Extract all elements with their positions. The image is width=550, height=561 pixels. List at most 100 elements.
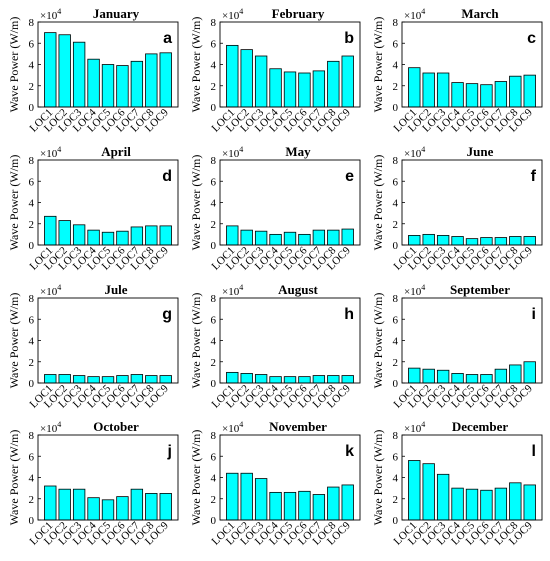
bar-loc8 <box>509 364 522 384</box>
y-tick-label: 6 <box>211 38 217 50</box>
bar-loc5 <box>283 71 297 108</box>
y-tick-label: 8 <box>393 155 399 167</box>
bar-loc1 <box>226 225 239 246</box>
bar-loc5 <box>465 488 479 521</box>
bar-loc9 <box>159 52 172 108</box>
y-scale-label: ×104 <box>40 7 61 22</box>
bar-loc1 <box>408 460 421 521</box>
bar-loc8 <box>145 375 158 384</box>
bar-loc9 <box>159 225 172 246</box>
bar-loc6 <box>298 72 311 108</box>
y-scale-label: ×104 <box>222 145 243 160</box>
bar-loc1 <box>44 374 57 384</box>
bar-loc9 <box>523 236 536 246</box>
bar-loc2 <box>422 368 435 384</box>
y-tick-label: 6 <box>29 451 35 463</box>
y-tick-label: 0 <box>393 102 399 114</box>
bar-loc4 <box>269 233 282 246</box>
y-scale-label: ×104 <box>40 420 61 435</box>
bar-loc6 <box>116 230 129 246</box>
y-tick-label: 0 <box>393 515 399 527</box>
panel-november: LOC1LOC2LOC3LOC4LOC5LOC6LOC7LOC8LOC90246… <box>189 419 361 548</box>
bar-loc7 <box>130 60 144 108</box>
bar-loc8 <box>327 375 340 384</box>
panel-letter: k <box>345 443 354 460</box>
panel-letter: l <box>532 443 536 460</box>
y-tick-label: 4 <box>211 198 217 210</box>
y-axis-label: Wave Power (W/m) <box>7 293 21 389</box>
plot-frame <box>401 159 543 246</box>
bar-loc1 <box>44 32 57 108</box>
bar-loc4 <box>451 236 464 246</box>
bar-loc7 <box>130 488 144 521</box>
panel-letter: a <box>163 30 172 47</box>
panel-june: LOC1LOC2LOC3LOC4LOC5LOC6LOC7LOC8LOC90246… <box>371 144 543 273</box>
bar-loc1 <box>226 44 239 108</box>
bar-loc6 <box>116 375 129 384</box>
y-tick-label: 2 <box>29 81 35 93</box>
y-tick-label: 6 <box>29 38 35 50</box>
y-tick-label: 6 <box>29 176 35 188</box>
panel-title: March <box>461 6 499 21</box>
y-axis-label: Wave Power (W/m) <box>7 430 21 526</box>
panel-letter: f <box>531 168 537 185</box>
panel-title: November <box>269 419 327 434</box>
y-tick-label: 2 <box>29 494 35 506</box>
y-tick-label: 8 <box>29 430 35 442</box>
bar-loc2 <box>240 49 253 108</box>
panel-letter: c <box>527 30 536 47</box>
y-tick-label: 0 <box>29 102 35 114</box>
panel-february: LOC1LOC2LOC3LOC4LOC5LOC6LOC7LOC8LOC90246… <box>189 6 361 135</box>
y-tick-label: 8 <box>211 430 217 442</box>
y-tick-label: 0 <box>211 378 217 390</box>
bar-loc3 <box>72 488 86 521</box>
panel-title: September <box>450 282 510 297</box>
bar-loc8 <box>509 482 522 521</box>
bar-loc6 <box>298 490 311 521</box>
bar-loc1 <box>408 67 421 108</box>
y-tick-label: 4 <box>29 473 35 485</box>
y-tick-label: 4 <box>29 336 35 348</box>
y-axis-label: Wave Power (W/m) <box>371 17 385 113</box>
panel-letter: j <box>167 443 172 460</box>
bar-loc5 <box>283 231 297 246</box>
bar-loc2 <box>58 220 71 246</box>
bar-loc4 <box>87 497 100 521</box>
y-tick-label: 0 <box>393 378 399 390</box>
y-tick-label: 4 <box>29 60 35 72</box>
bar-loc2 <box>240 229 253 246</box>
y-tick-label: 6 <box>211 451 217 463</box>
bar-loc7 <box>494 237 508 246</box>
y-tick-label: 2 <box>211 219 217 231</box>
y-axis-label: Wave Power (W/m) <box>189 293 203 389</box>
y-tick-label: 6 <box>393 451 399 463</box>
y-scale-label: ×104 <box>222 7 243 22</box>
panel-january: LOC1LOC2LOC3LOC4LOC5LOC6LOC7LOC8LOC90246… <box>7 6 179 135</box>
y-tick-label: 2 <box>211 357 217 369</box>
bar-loc9 <box>341 55 354 108</box>
bar-loc5 <box>101 231 115 246</box>
y-tick-label: 6 <box>393 314 399 326</box>
bar-loc4 <box>269 491 282 521</box>
bar-loc1 <box>226 371 239 384</box>
bar-loc5 <box>283 491 297 521</box>
panel-title: January <box>93 6 140 21</box>
bar-loc8 <box>327 229 340 246</box>
plot-frame <box>219 297 361 384</box>
y-tick-label: 8 <box>211 155 217 167</box>
y-tick-label: 0 <box>393 240 399 252</box>
y-tick-label: 6 <box>211 314 217 326</box>
bar-loc8 <box>509 236 522 246</box>
y-tick-label: 8 <box>211 293 217 305</box>
bar-loc3 <box>254 230 268 246</box>
y-tick-label: 2 <box>29 219 35 231</box>
y-axis-label: Wave Power (W/m) <box>189 155 203 251</box>
y-tick-label: 4 <box>393 198 399 210</box>
bar-loc8 <box>327 60 340 108</box>
panel-april: LOC1LOC2LOC3LOC4LOC5LOC6LOC7LOC8LOC90246… <box>7 144 179 273</box>
panel-letter: i <box>532 306 536 323</box>
y-scale-label: ×104 <box>404 420 425 435</box>
bar-loc3 <box>436 235 450 246</box>
bar-loc6 <box>480 489 493 521</box>
y-scale-label: ×104 <box>404 145 425 160</box>
